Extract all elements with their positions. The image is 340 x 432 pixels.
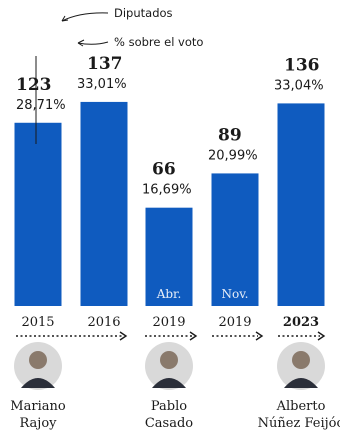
leader-name-line2-2: Núñez Feijóo <box>258 416 340 431</box>
timeline-arrow <box>16 331 326 341</box>
seat-label-2: 66 <box>152 160 176 180</box>
bar-2 <box>145 207 193 306</box>
leader-1: Pablo Casado <box>145 342 193 431</box>
leader-portrait-head-2 <box>292 351 310 369</box>
seat-label-1: 137 <box>87 54 123 74</box>
leader-name-line2-1: Casado <box>145 416 193 431</box>
annotation-percent-arrowhead <box>77 39 85 47</box>
category-label-0: 2015 <box>21 315 54 330</box>
bar-sublabel-2: Abr. <box>156 287 182 301</box>
leader-2: Alberto Núñez Feijóo <box>258 342 340 431</box>
leader-name-line1-0: Mariano <box>10 399 66 414</box>
labels-layer: 123 28,71% 2015 137 33,01% 2016 66 16,69% Abr. 20… <box>16 54 324 330</box>
category-label-2: 2019 <box>152 315 185 330</box>
percent-label-3: 20,99% <box>208 148 258 163</box>
annotation-percent-arrow <box>77 41 109 45</box>
percent-label-0: 28,71% <box>16 98 66 113</box>
seat-label-4: 136 <box>284 55 320 75</box>
category-label-1: 2016 <box>87 315 120 330</box>
timeline-arrowhead-0 <box>119 331 128 341</box>
bar-4 <box>277 103 325 307</box>
annotation-seats: Diputados <box>114 6 173 20</box>
annotation-seats-arrow <box>61 12 109 22</box>
bar-0 <box>14 122 62 306</box>
seat-label-3: 89 <box>218 125 242 145</box>
leader-portrait-head-0 <box>29 351 47 369</box>
leader-0: Mariano Rajoy <box>10 342 66 431</box>
percent-label-1: 33,01% <box>77 77 127 92</box>
bar-3 <box>211 173 259 306</box>
annotation-layer: Diputados % sobre el voto <box>35 6 203 144</box>
leader-portrait-body-1 <box>152 378 186 388</box>
bars-layer <box>14 101 325 307</box>
leader-name-line2-0: Rajoy <box>19 416 57 431</box>
timeline-arrowhead-2 <box>255 331 264 341</box>
percent-label-2: 16,69% <box>142 183 192 198</box>
leader-portrait-head-1 <box>160 351 178 369</box>
leaders-layer: Mariano Rajoy Pablo Casado Alberto Núñez Feij… <box>10 342 340 431</box>
annotation-percent: % sobre el voto <box>114 35 203 49</box>
leader-portrait-body-2 <box>284 378 318 388</box>
bar-1 <box>80 101 128 307</box>
seat-label-0: 123 <box>16 75 52 95</box>
timeline-arrowhead-3 <box>317 331 326 341</box>
category-label-3: 2019 <box>218 315 251 330</box>
bar-sublabel-3: Nov. <box>222 287 249 301</box>
category-label-4: 2023 <box>283 315 319 330</box>
annotation-seats-arrowhead <box>61 15 69 22</box>
timeline-arrowhead-1 <box>189 331 198 341</box>
leader-name-line1-1: Pablo <box>151 399 187 414</box>
percent-label-4: 33,04% <box>274 78 324 93</box>
leader-portrait-body-0 <box>21 378 55 388</box>
leader-name-line1-2: Alberto <box>276 399 326 414</box>
